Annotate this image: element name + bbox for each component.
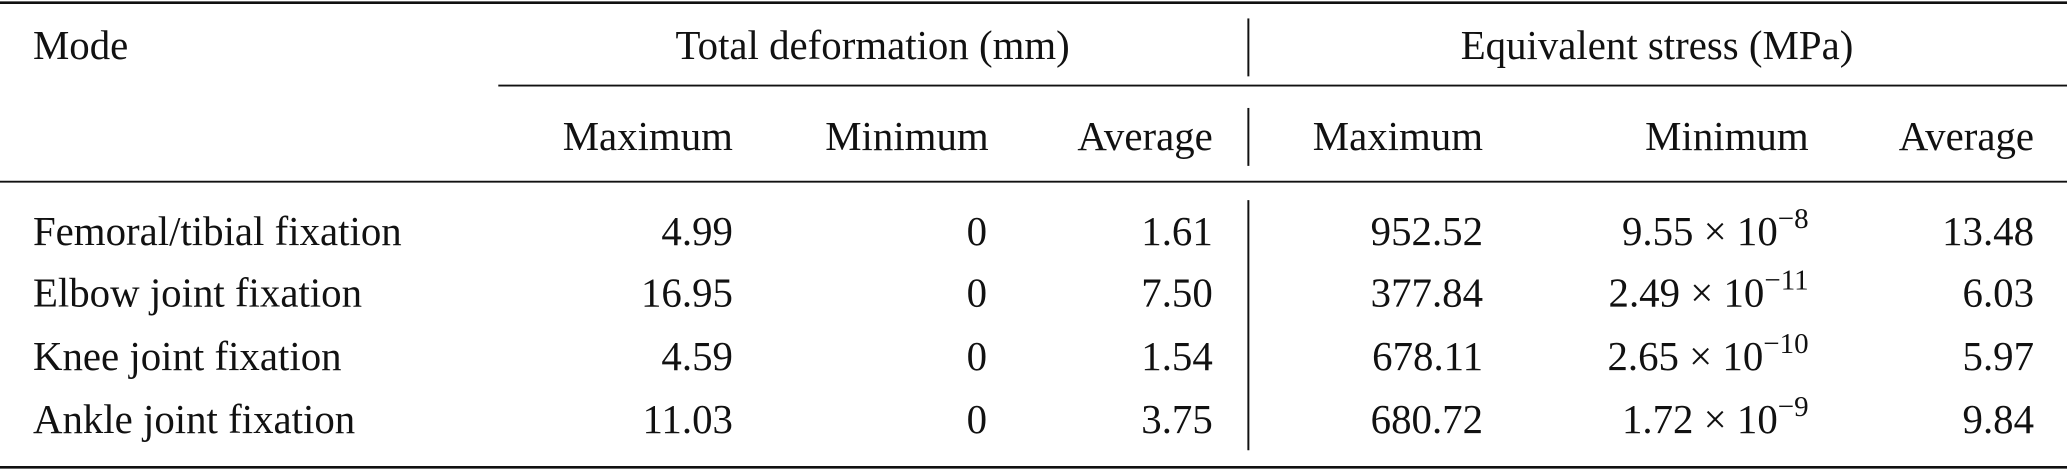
row-label: Elbow joint fixation [33,271,362,316]
cell: 1.72 × 10−9 [1622,391,1809,442]
cell: 16.95 [641,271,733,316]
column-header: Maximum [563,114,733,159]
cell-base: 2.65 × 10 [1607,334,1763,379]
cell-base: 9.55 × 10 [1622,209,1778,254]
cell: 11.03 [643,397,733,442]
cell: 9.55 × 10−8 [1622,203,1809,254]
cell: 2.65 × 10−10 [1607,328,1808,379]
column-header: Average [1077,114,1212,159]
row-label: Knee joint fixation [33,334,342,379]
cell: 1.61 [1141,209,1212,254]
group-header: Total deformation (mm) [676,23,1070,68]
column-header: Maximum [1313,114,1483,159]
cell: 5.97 [1963,334,2034,379]
cell-exponent: −8 [1778,203,1809,235]
cell: 952.52 [1371,209,1483,254]
cell: 0 [967,334,987,379]
cell-base: 2.49 × 10 [1609,271,1765,316]
group-header: Equivalent stress (MPa) [1461,23,1854,68]
cell: 3.75 [1141,397,1212,442]
cell-exponent: −11 [1764,265,1808,297]
cell: 0 [967,271,987,316]
cell: 4.59 [661,334,732,379]
cell: 678.11 [1372,334,1483,379]
cell: 7.50 [1141,271,1212,316]
cell: 9.84 [1963,397,2034,442]
cell-exponent: −9 [1778,391,1809,423]
mode-header: Mode [33,23,128,68]
cell: 2.49 × 10−11 [1609,265,1809,316]
column-header: Minimum [825,114,989,159]
cell-base: 1.72 × 10 [1622,397,1778,442]
cell-exponent: −10 [1763,328,1808,360]
cell: 0 [967,209,987,254]
cell: 1.54 [1141,334,1212,379]
row-label: Ankle joint fixation [33,397,355,442]
column-header: Minimum [1645,114,1809,159]
cell: 13.48 [1942,209,2034,254]
row-label: Femoral/tibial fixation [33,209,402,254]
cell: 0 [967,397,987,442]
cell: 6.03 [1963,271,2034,316]
cell: 4.99 [661,209,732,254]
cell: 377.84 [1371,271,1483,316]
column-header: Average [1899,114,2034,159]
cell: 680.72 [1371,397,1483,442]
